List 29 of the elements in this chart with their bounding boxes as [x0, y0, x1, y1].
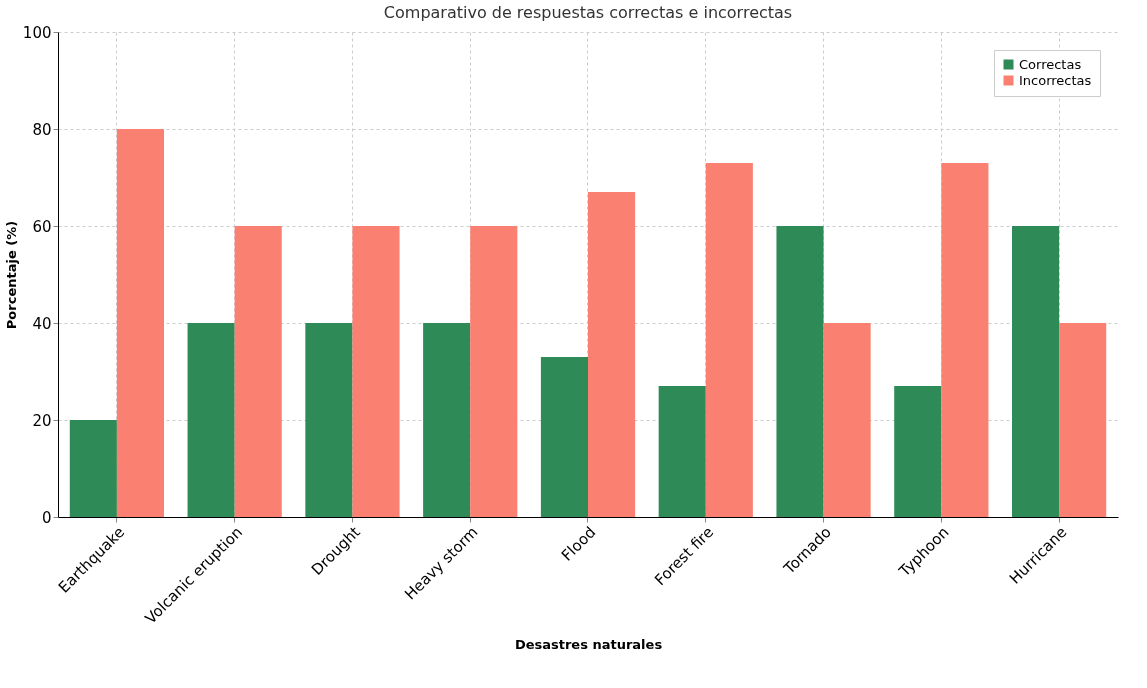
bar — [1012, 226, 1060, 517]
bar — [823, 323, 871, 517]
bar — [588, 192, 636, 517]
bar — [187, 323, 235, 517]
y-tick-label: 60 — [32, 217, 52, 236]
x-axis-title: Desastres naturales — [514, 636, 663, 652]
y-tick-label: 100 — [22, 23, 52, 42]
bar — [423, 323, 471, 517]
bar — [69, 420, 117, 517]
bar — [234, 226, 282, 517]
bar — [352, 226, 400, 517]
bar — [941, 162, 989, 517]
y-tick-label: 0 — [41, 508, 52, 527]
y-tick-label: 40 — [32, 314, 52, 333]
y-axis-title: Porcentaje (%) — [3, 220, 19, 330]
bar — [116, 129, 164, 517]
legend-label: Incorrectas — [1019, 72, 1092, 88]
y-tick-label: 80 — [32, 120, 52, 139]
chart-title: Comparativo de respuestas correctas e incorrectas — [383, 3, 793, 22]
bar — [305, 323, 353, 517]
bar — [705, 162, 753, 517]
bar — [776, 226, 824, 517]
bar — [1059, 323, 1107, 517]
y-tick-label: 20 — [32, 411, 52, 430]
bar — [540, 356, 588, 517]
bar — [894, 386, 942, 517]
legend-label: Correctas — [1019, 56, 1082, 72]
bar — [658, 386, 706, 517]
bar — [470, 226, 518, 517]
